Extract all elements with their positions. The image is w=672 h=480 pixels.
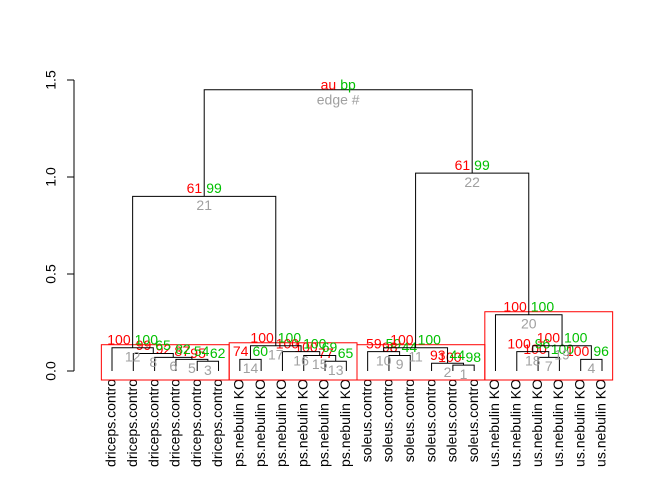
bp-value: 82 — [175, 341, 191, 357]
bp-value: 44 — [402, 339, 418, 355]
edge-number: 9 — [396, 356, 404, 372]
y-tick-label: 0.0 — [43, 361, 59, 381]
bp-value: 96 — [593, 343, 609, 359]
edge-number: 15 — [312, 356, 328, 372]
bp-value: 44 — [450, 347, 466, 363]
bp-value: 100 — [418, 331, 442, 347]
au-value: 77 — [318, 345, 334, 361]
leaf-label: ps.nebulin KO — [337, 379, 353, 467]
leaf-label: ps.nebulin KO — [273, 379, 289, 467]
bp-value: 100 — [531, 298, 555, 314]
au-value: 100 — [537, 329, 561, 345]
au-value: 59 — [366, 335, 382, 351]
leaf-label: driceps.contro — [167, 379, 183, 467]
y-tick-label: 0.5 — [43, 264, 59, 284]
edge-number: 12 — [125, 348, 141, 364]
au-value: 100 — [250, 329, 274, 345]
au-value: 100 — [438, 349, 462, 365]
leaf-label: ps.nebulin KO — [316, 379, 332, 467]
leaf-label: us.nebulin KO — [529, 379, 545, 467]
edge-number: 1 — [460, 366, 468, 382]
leaf-label: soleus.contro — [444, 379, 460, 462]
leaf-label: driceps.contro — [124, 379, 140, 467]
au-value: 93 — [430, 347, 446, 363]
leaf-label: driceps.contro — [145, 379, 161, 467]
edge-number: 4 — [587, 360, 595, 376]
edge-number: 13 — [328, 362, 344, 378]
edge-number: 10 — [376, 352, 392, 368]
leaf-label: ps.nebulin KO — [294, 379, 310, 467]
edge-number: 21 — [196, 197, 212, 213]
edge-number: 16 — [293, 352, 309, 368]
edge-number: 22 — [464, 174, 480, 190]
bp-value: 65 — [338, 345, 354, 361]
leaf-label: soleus.contro — [401, 379, 417, 462]
edge-number: 11 — [408, 348, 423, 364]
bp-value: 65 — [155, 337, 171, 353]
edge-number: 3 — [204, 362, 212, 378]
bp-value: 98 — [466, 349, 482, 365]
leaf-label: soleus.contro — [465, 379, 481, 462]
edge-number: 2 — [444, 364, 452, 380]
leaf-label: driceps.contro — [103, 379, 119, 467]
edge-number: 18 — [525, 352, 541, 368]
y-tick-label: 1.0 — [43, 167, 59, 187]
y-tick-label: 1.5 — [43, 70, 59, 90]
au-value: 61 — [455, 157, 471, 173]
leaf-label: ps.nebulin KO — [231, 379, 247, 467]
edge-number: 17 — [268, 346, 284, 362]
edge-number: 19 — [554, 346, 570, 362]
bp-value: 100 — [135, 331, 159, 347]
au-value: 100 — [390, 331, 414, 347]
au-value: 100 — [503, 298, 527, 314]
bp-value: 62 — [210, 345, 226, 361]
legend-edge: edge # — [317, 91, 360, 107]
bp-value: 100 — [551, 341, 575, 357]
bp-value: 60 — [252, 343, 268, 359]
bp-value: 100 — [278, 329, 302, 345]
au-value: 100 — [523, 341, 547, 357]
au-value: 100 — [507, 335, 531, 351]
leaf-label: driceps.contro — [209, 379, 225, 467]
au-value: 99 — [136, 337, 152, 353]
branch — [203, 89, 473, 197]
leaf-label: us.nebulin KO — [486, 379, 502, 467]
bp-value: 100 — [303, 335, 327, 351]
bp-value: 96 — [535, 335, 551, 351]
au-value: 61 — [187, 180, 203, 196]
edge-number: 7 — [545, 358, 553, 374]
leaf-label: us.nebulin KO — [593, 379, 609, 467]
leaf-label: us.nebulin KO — [550, 379, 566, 467]
au-value: 100 — [107, 331, 131, 347]
branch — [415, 172, 530, 348]
au-value: 100 — [566, 343, 590, 359]
edge-number: 5 — [188, 360, 196, 376]
bp-value: 100 — [564, 329, 588, 345]
leaf-label: driceps.contro — [188, 379, 204, 467]
branch — [132, 195, 277, 348]
bp-value: 99 — [206, 180, 222, 196]
leaf-label: us.nebulin KO — [571, 379, 587, 467]
au-value: 74 — [233, 343, 249, 359]
edge-number: 14 — [243, 360, 259, 376]
leaf-label: us.nebulin KO — [507, 379, 523, 467]
bp-value: 99 — [474, 157, 490, 173]
edge-number: 20 — [521, 315, 537, 331]
bp-value: 54 — [194, 343, 210, 359]
legend-bp: bp — [340, 76, 356, 92]
au-value: 95 — [190, 345, 206, 361]
edge-number: 8 — [149, 354, 157, 370]
edge-number: 6 — [169, 358, 177, 374]
legend-au: au — [321, 76, 337, 92]
leaf-label: soleus.contro — [422, 379, 438, 462]
au-value: 87 — [174, 343, 190, 359]
leaf-label: soleus.contro — [358, 379, 374, 462]
bp-value: 69 — [322, 339, 338, 355]
au-value: 100 — [276, 335, 300, 351]
cluster-rect — [484, 311, 614, 381]
leaf-label: ps.nebulin KO — [252, 379, 268, 467]
leaf-label: soleus.contro — [380, 379, 396, 462]
